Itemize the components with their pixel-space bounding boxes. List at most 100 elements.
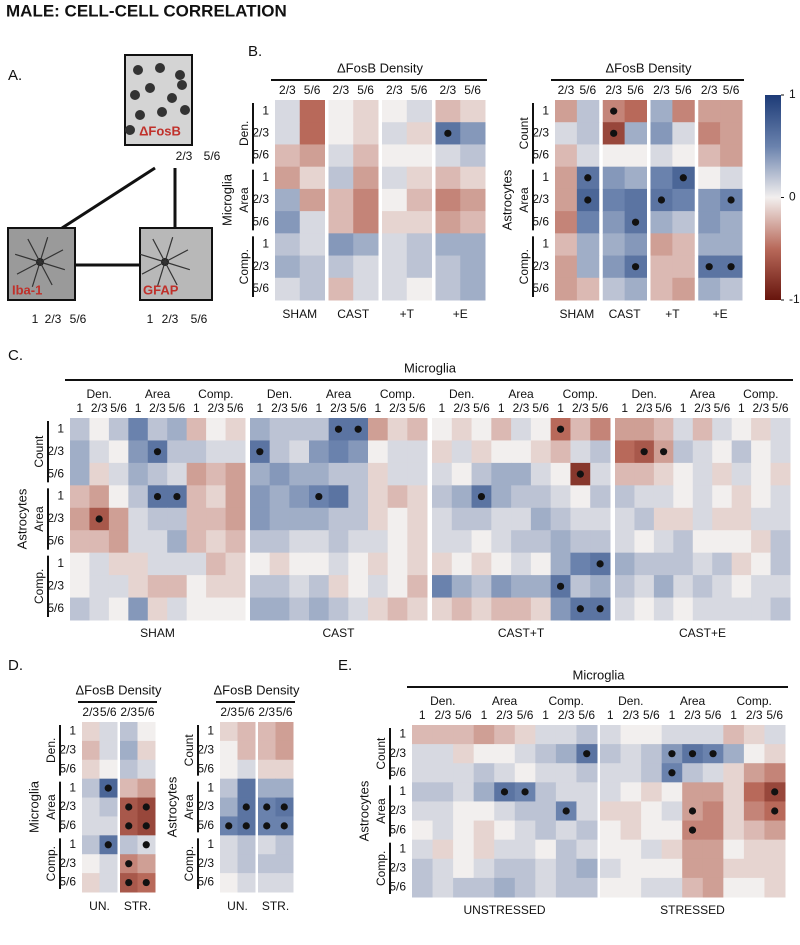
heatmap-cell — [770, 485, 791, 509]
heatmap-cell — [511, 507, 532, 531]
heatmap-cell — [108, 530, 129, 554]
row-label: 5/6 — [532, 281, 549, 295]
heatmap-cell — [600, 858, 622, 879]
column-label: 2/3 — [440, 83, 457, 97]
heatmap-cell — [641, 877, 663, 898]
heatmap-cell — [328, 462, 349, 486]
heatmap-cell — [348, 597, 369, 621]
heatmap-cell — [299, 166, 325, 190]
heatmap-cell — [99, 854, 118, 874]
heatmap-cell — [108, 462, 129, 486]
heatmap-cell — [576, 820, 598, 841]
heatmap-cell — [590, 462, 611, 486]
significance-dot — [142, 878, 150, 887]
heatmap-cell — [451, 507, 473, 531]
heatmap-cell — [412, 725, 434, 745]
column-label: 5/6 — [350, 401, 367, 415]
column-group: +E — [453, 307, 468, 321]
heatmap-cell — [137, 722, 156, 742]
heatmap-cell — [137, 854, 156, 874]
heatmap-cell — [615, 597, 635, 621]
heatmap-cell — [570, 485, 591, 509]
heatmap-cell — [570, 418, 591, 441]
significance-dot — [688, 750, 697, 758]
node-tick: 2/3 — [176, 149, 193, 163]
heatmap-cell — [275, 277, 301, 301]
heatmap-cell — [108, 485, 129, 509]
heatmap-cell — [692, 575, 713, 599]
heatmap-cell — [570, 440, 591, 464]
heatmap-cell — [511, 418, 532, 441]
heatmap-cell — [731, 597, 752, 621]
column-group: +E — [713, 307, 728, 321]
heatmap-cell — [382, 211, 408, 234]
image-texture — [14, 63, 191, 288]
column-label: 1 — [256, 401, 263, 415]
heatmap-cell — [407, 597, 428, 621]
heatmap-cell — [712, 485, 733, 509]
heatmap-cell — [491, 575, 512, 599]
heatmap-cell — [451, 485, 473, 509]
row-label: 1 — [399, 841, 406, 855]
heatmap-cell — [250, 418, 271, 441]
heatmap-cell — [387, 462, 408, 486]
row-label: 2/3 — [47, 579, 64, 593]
heatmap-cell — [225, 462, 246, 486]
heatmap-cell — [82, 835, 100, 855]
heatmap-cell — [743, 877, 765, 898]
heatmap-cell — [460, 166, 486, 190]
column-group: UN. — [89, 899, 110, 913]
heatmap-cell — [620, 858, 642, 879]
heatmap-cell — [299, 188, 325, 212]
heatmap-cell — [590, 575, 611, 599]
column-label: 5/6 — [517, 708, 534, 722]
column-group: Comp. — [563, 387, 598, 401]
heatmap-cell — [653, 462, 674, 486]
significance-dot — [477, 492, 486, 501]
nucleus — [175, 70, 185, 80]
heatmap-cell — [576, 782, 598, 802]
heatmap-cell — [682, 839, 704, 860]
heatmap-cell — [412, 763, 434, 783]
column-label: 2/3 — [636, 401, 653, 415]
row-label: 2/3 — [252, 192, 269, 206]
nucleus — [155, 63, 165, 73]
significance-dot — [668, 769, 676, 777]
heatmap-cell — [328, 233, 354, 257]
column-label: 5/6 — [100, 705, 117, 719]
heatmap-cell — [511, 552, 532, 576]
heatmap-cell — [432, 877, 454, 898]
process — [152, 238, 166, 263]
heatmap-cell — [328, 166, 354, 190]
column-axis: ΔFosB Density — [606, 60, 692, 75]
heatmap-cell — [751, 485, 772, 509]
column-group: Area — [508, 387, 534, 401]
row-label: 5/6 — [389, 822, 406, 836]
heatmap-cell — [250, 507, 271, 531]
significance-dot — [334, 425, 343, 433]
nucleus — [135, 110, 145, 120]
column-label: 5/6 — [238, 705, 255, 719]
row-label: 1 — [262, 103, 269, 117]
heatmap-cell — [698, 100, 721, 123]
heatmap-cell — [186, 530, 207, 554]
row-label: 1 — [399, 727, 406, 741]
column-label: 2/3 — [258, 705, 275, 719]
row-group: Comp. — [374, 851, 388, 886]
heatmap-cell — [600, 820, 622, 841]
heatmap-cell — [494, 801, 516, 822]
column-label: 1 — [621, 401, 628, 415]
column-label: 1 — [419, 708, 426, 722]
row-label: 5/6 — [252, 214, 269, 228]
heatmap-cell — [576, 100, 600, 123]
heatmap-cell — [368, 552, 389, 576]
heatmap-cell — [120, 722, 138, 742]
heatmap-cell — [225, 552, 246, 576]
heatmap-cell — [258, 722, 276, 742]
heatmap-cell — [128, 485, 149, 509]
heatmap-cell — [491, 440, 512, 464]
heatmap-cell — [382, 188, 408, 212]
heatmap-cell — [220, 797, 238, 817]
heatmap-cell — [576, 877, 598, 898]
column-group: +T — [665, 307, 680, 321]
